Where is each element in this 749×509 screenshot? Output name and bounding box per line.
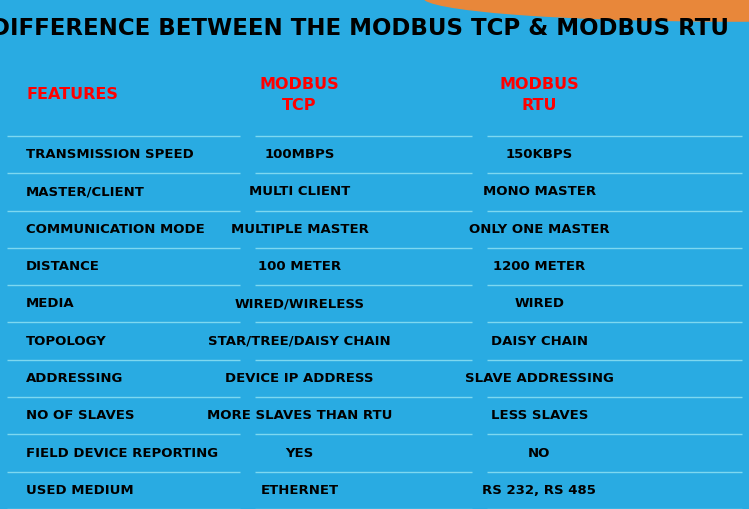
- Text: 100MBPS: 100MBPS: [264, 148, 335, 161]
- Text: FEATURES: FEATURES: [26, 88, 118, 102]
- Text: MONO MASTER: MONO MASTER: [482, 185, 596, 199]
- Text: NO OF SLAVES: NO OF SLAVES: [26, 409, 135, 422]
- Circle shape: [423, 0, 749, 21]
- Text: TRANSMISSION SPEED: TRANSMISSION SPEED: [26, 148, 194, 161]
- Text: ETHERNET: ETHERNET: [261, 484, 339, 497]
- Text: MULTIPLE MASTER: MULTIPLE MASTER: [231, 222, 369, 236]
- Text: MODBUS
TCP: MODBUS TCP: [260, 77, 339, 113]
- Text: DIFFERENCE BETWEEN THE MODBUS TCP & MODBUS RTU: DIFFERENCE BETWEEN THE MODBUS TCP & MODB…: [0, 17, 729, 40]
- Text: STAR/TREE/DAISY CHAIN: STAR/TREE/DAISY CHAIN: [208, 334, 391, 348]
- Text: WIRED/WIRELESS: WIRED/WIRELESS: [234, 297, 365, 310]
- Text: DISTANCE: DISTANCE: [26, 260, 100, 273]
- Text: USED MEDIUM: USED MEDIUM: [26, 484, 134, 497]
- Text: DAISY CHAIN: DAISY CHAIN: [491, 334, 588, 348]
- Text: NO: NO: [528, 446, 551, 460]
- Text: FIELD DEVICE REPORTING: FIELD DEVICE REPORTING: [26, 446, 219, 460]
- Text: DEVICE IP ADDRESS: DEVICE IP ADDRESS: [225, 372, 374, 385]
- Text: RS 232, RS 485: RS 232, RS 485: [482, 484, 596, 497]
- Text: WIRED: WIRED: [515, 297, 564, 310]
- Text: MULTI CLIENT: MULTI CLIENT: [249, 185, 351, 199]
- Text: 1200 METER: 1200 METER: [493, 260, 586, 273]
- Text: ADDRESSING: ADDRESSING: [26, 372, 124, 385]
- Text: ONLY ONE MASTER: ONLY ONE MASTER: [469, 222, 610, 236]
- Text: 150KBPS: 150KBPS: [506, 148, 573, 161]
- Text: SLAVE ADDRESSING: SLAVE ADDRESSING: [465, 372, 613, 385]
- Text: TOPOLOGY: TOPOLOGY: [26, 334, 107, 348]
- Text: LESS SLAVES: LESS SLAVES: [491, 409, 588, 422]
- Text: MEDIA: MEDIA: [26, 297, 75, 310]
- Text: MASTER/CLIENT: MASTER/CLIENT: [26, 185, 145, 199]
- Text: MORE SLAVES THAN RTU: MORE SLAVES THAN RTU: [207, 409, 392, 422]
- Text: 100 METER: 100 METER: [258, 260, 341, 273]
- Text: YES: YES: [285, 446, 314, 460]
- Text: COMMUNICATION MODE: COMMUNICATION MODE: [26, 222, 205, 236]
- Text: MODBUS
RTU: MODBUS RTU: [500, 77, 579, 113]
